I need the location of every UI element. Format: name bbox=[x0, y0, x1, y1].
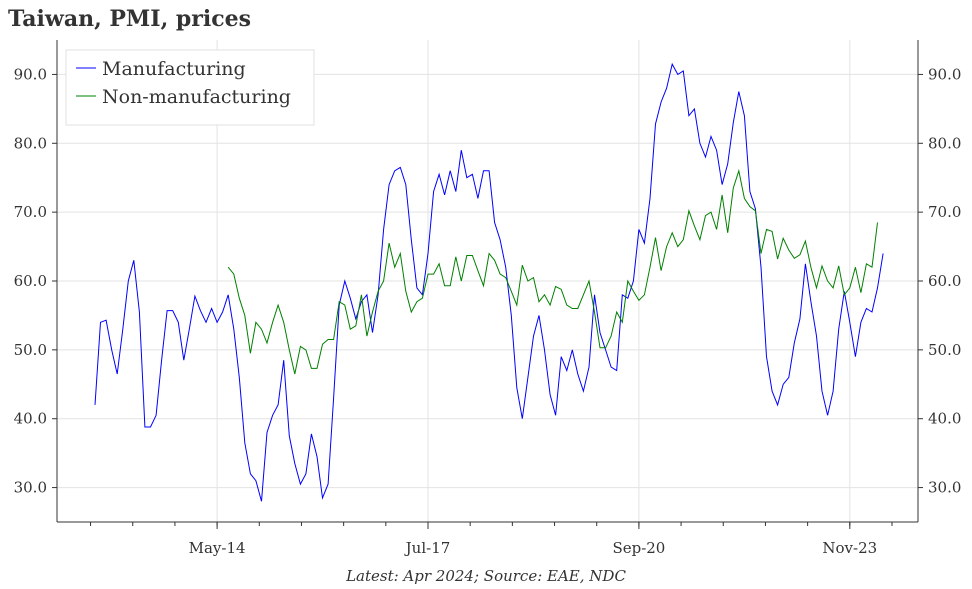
x-tick-label: Nov-23 bbox=[822, 539, 877, 557]
y-tick-label: 50.0 bbox=[14, 341, 47, 359]
y-tick-label: 60.0 bbox=[14, 272, 47, 290]
legend bbox=[65, 49, 315, 126]
y-tick-label-right: 30.0 bbox=[928, 479, 961, 497]
legend-label: Non-manufacturing bbox=[102, 86, 291, 108]
series-line-manufacturing bbox=[94, 62, 884, 502]
series-line-non-manufacturing bbox=[227, 168, 878, 375]
y-tick-label-right: 40.0 bbox=[928, 410, 961, 428]
legend-label: Manufacturing bbox=[102, 58, 246, 80]
y-tick-label: 90.0 bbox=[14, 65, 47, 83]
y-tick-label-right: 60.0 bbox=[928, 272, 961, 290]
chart-title: Taiwan, PMI, prices bbox=[8, 6, 251, 32]
footnote: Latest: Apr 2024; Source: EAE, NDC bbox=[346, 567, 626, 585]
y-tick-label: 70.0 bbox=[14, 203, 47, 221]
y-tick-label-right: 50.0 bbox=[928, 341, 961, 359]
x-tick-label: Jul-17 bbox=[404, 539, 451, 557]
x-tick-label: Sep-20 bbox=[612, 539, 665, 557]
y-tick-label: 40.0 bbox=[14, 410, 47, 428]
y-tick-label-right: 70.0 bbox=[928, 203, 961, 221]
y-tick-label: 80.0 bbox=[14, 134, 47, 152]
y-tick-label: 30.0 bbox=[14, 479, 47, 497]
y-tick-label-right: 90.0 bbox=[928, 65, 961, 83]
x-tick-label: May-14 bbox=[189, 539, 246, 557]
y-tick-label-right: 80.0 bbox=[928, 134, 961, 152]
